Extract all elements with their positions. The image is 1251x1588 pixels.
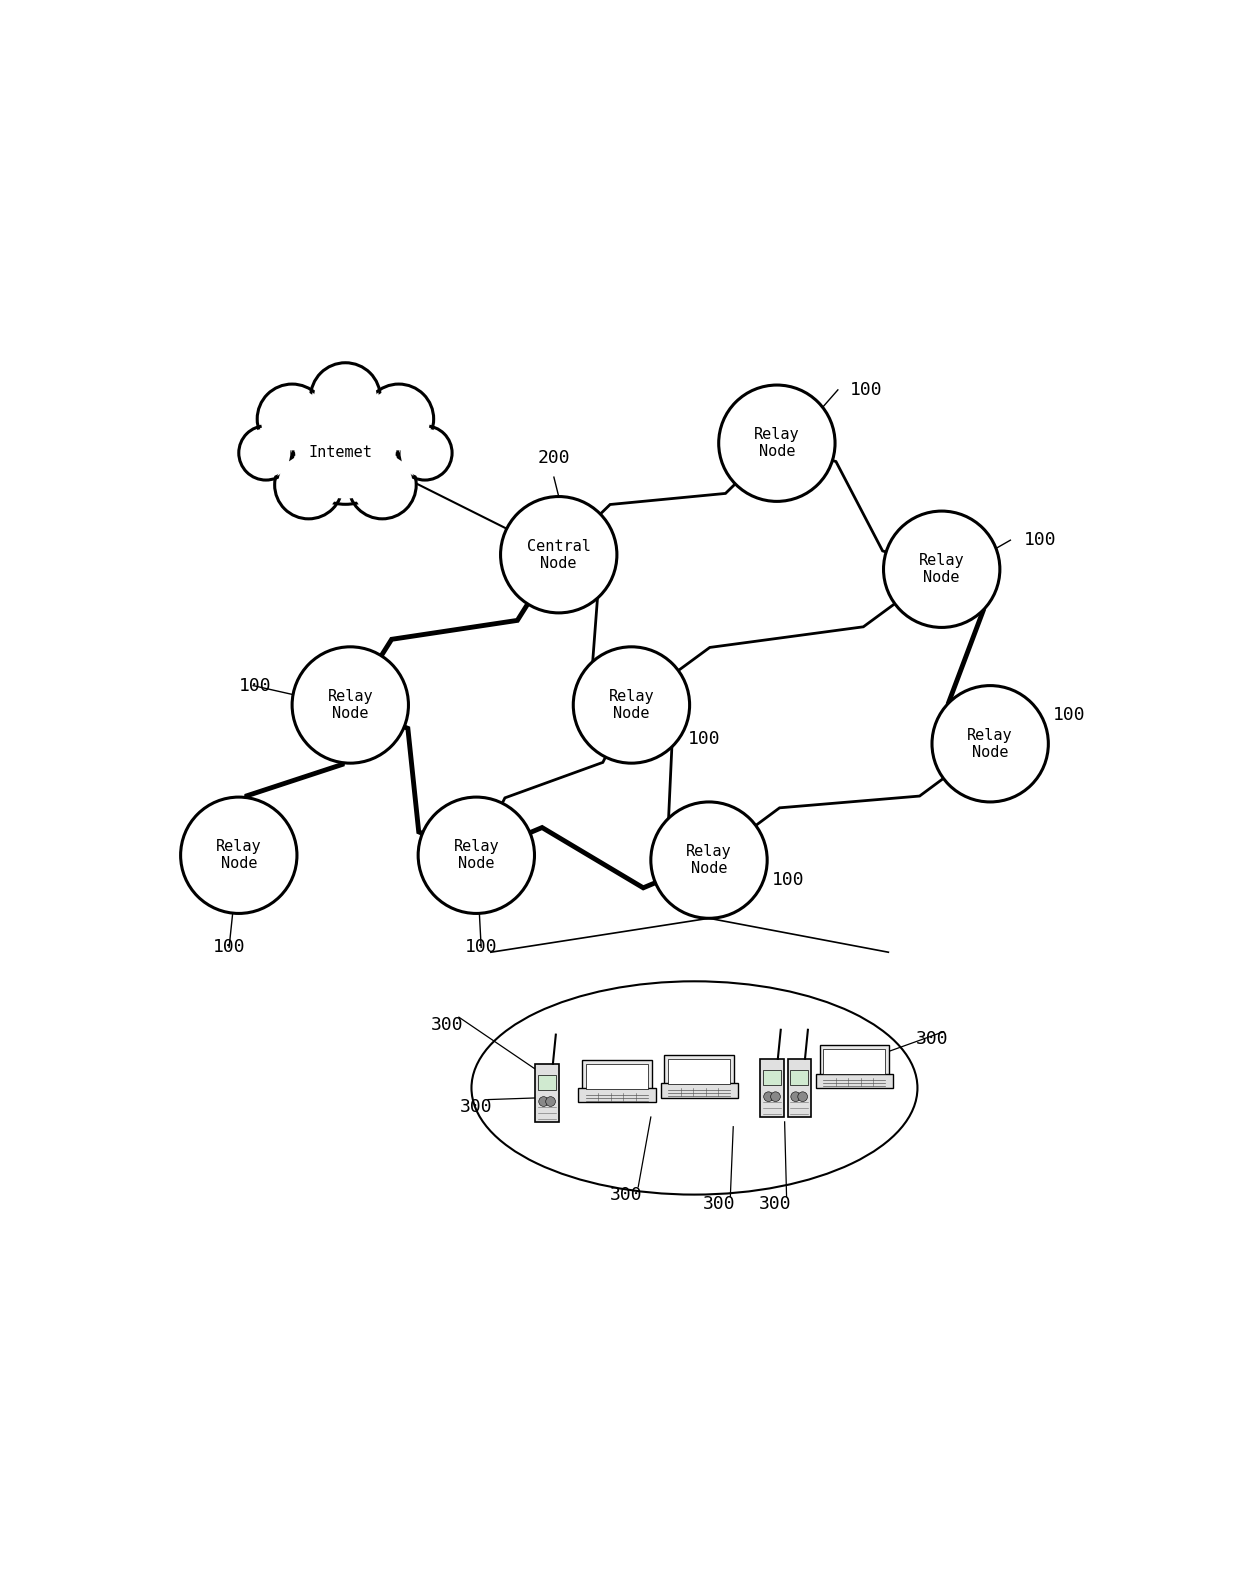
Text: 300: 300 <box>702 1196 736 1213</box>
Bar <box>816 1073 893 1088</box>
Circle shape <box>368 387 430 451</box>
Circle shape <box>239 426 293 480</box>
Text: 300: 300 <box>758 1196 791 1213</box>
Circle shape <box>932 686 1048 802</box>
Text: 300: 300 <box>430 1016 464 1034</box>
Bar <box>582 1059 652 1093</box>
Circle shape <box>348 451 417 519</box>
Circle shape <box>718 384 836 502</box>
Bar <box>585 1064 648 1089</box>
Text: Relay
Node: Relay Node <box>328 689 373 721</box>
Circle shape <box>258 384 327 454</box>
Text: 100: 100 <box>239 676 271 694</box>
Text: 100: 100 <box>772 870 804 889</box>
Text: 100: 100 <box>465 939 498 956</box>
Text: Relay
Node: Relay Node <box>216 838 261 872</box>
Circle shape <box>398 426 452 480</box>
Circle shape <box>293 646 408 764</box>
Text: 100: 100 <box>1025 530 1057 549</box>
Circle shape <box>798 1093 807 1102</box>
Text: 300: 300 <box>916 1031 948 1048</box>
Text: 300: 300 <box>610 1186 643 1204</box>
Bar <box>664 1054 734 1088</box>
Circle shape <box>573 646 689 764</box>
Circle shape <box>352 454 413 516</box>
Circle shape <box>314 367 377 429</box>
Bar <box>763 1070 781 1085</box>
Text: 100: 100 <box>688 730 721 748</box>
Circle shape <box>278 454 339 516</box>
Circle shape <box>418 797 534 913</box>
Text: Relay
Node: Relay Node <box>754 427 799 459</box>
Circle shape <box>295 397 397 499</box>
Circle shape <box>260 387 324 451</box>
Circle shape <box>651 802 767 918</box>
Circle shape <box>771 1093 781 1102</box>
Circle shape <box>310 362 380 432</box>
Text: Relay
Node: Relay Node <box>919 553 965 586</box>
Bar <box>538 1075 555 1089</box>
Text: 100: 100 <box>1053 705 1086 724</box>
Text: 300: 300 <box>460 1099 493 1116</box>
Circle shape <box>883 511 1000 627</box>
Circle shape <box>500 497 617 613</box>
Bar <box>578 1088 656 1102</box>
Bar <box>819 1045 889 1078</box>
Circle shape <box>539 1097 548 1107</box>
Ellipse shape <box>472 981 917 1194</box>
Bar <box>788 1059 811 1116</box>
Circle shape <box>545 1097 555 1107</box>
Circle shape <box>364 384 434 454</box>
Bar <box>535 1064 559 1121</box>
Bar <box>823 1050 886 1075</box>
Text: 200: 200 <box>538 449 570 467</box>
Text: 100: 100 <box>213 939 245 956</box>
Text: Relay
Node: Relay Node <box>609 689 654 721</box>
Bar <box>661 1083 738 1097</box>
Bar <box>668 1059 731 1085</box>
Bar <box>791 1070 808 1085</box>
Circle shape <box>180 797 296 913</box>
Circle shape <box>289 392 402 505</box>
Bar <box>761 1059 783 1116</box>
Text: 100: 100 <box>849 381 882 399</box>
Circle shape <box>791 1093 801 1102</box>
Circle shape <box>400 429 449 478</box>
Text: Relay
Node: Relay Node <box>967 727 1013 761</box>
Text: Relay
Node: Relay Node <box>687 843 732 877</box>
Text: Intemet: Intemet <box>309 445 373 461</box>
Circle shape <box>763 1093 773 1102</box>
Text: Central
Node: Central Node <box>527 538 590 572</box>
Circle shape <box>275 451 343 519</box>
Text: Relay
Node: Relay Node <box>454 838 499 872</box>
Circle shape <box>241 429 290 478</box>
